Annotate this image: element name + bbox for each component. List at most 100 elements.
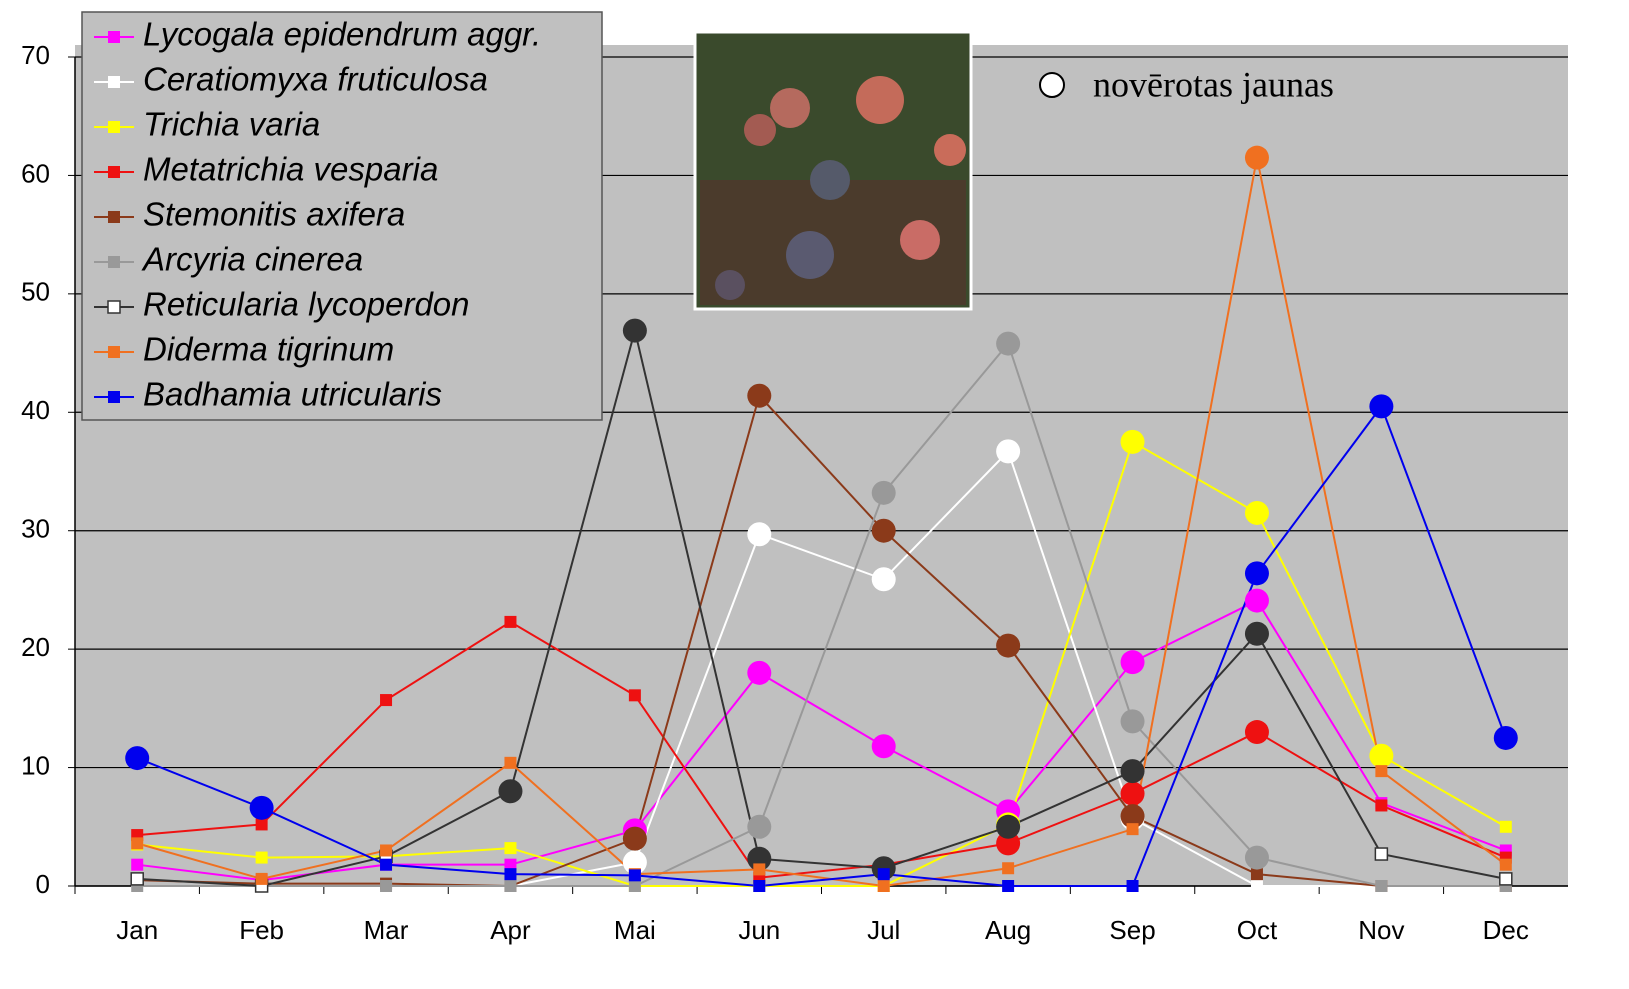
point-marker [504,880,516,892]
x-tick-label: Dec [1483,915,1529,945]
point-marker [878,868,890,880]
point-marker [1002,880,1014,892]
y-tick-label: 10 [21,750,50,780]
young-marker [1245,846,1269,870]
young-marker [125,746,149,770]
legend-label: Trichia varia [143,106,320,143]
x-tick-label: Oct [1237,915,1278,945]
legend-label: Stemonitis axifera [143,196,405,233]
young-marker [872,481,896,505]
point-marker [380,844,392,856]
young-marker [996,439,1020,463]
x-tick-label: Apr [490,915,531,945]
young-marker [623,827,647,851]
x-tick-label: Mar [364,915,409,945]
legend-label: Metatrichia vesparia [143,151,438,188]
young-marker [250,796,274,820]
legend-label: Badhamia utricularis [143,376,442,413]
point-marker [1127,823,1139,835]
young-marker [747,815,771,839]
point-marker [1002,862,1014,874]
young-marker [1369,394,1393,418]
young-marker [1369,744,1393,768]
legend-label: Ceratiomyxa fruticulosa [143,61,488,98]
young-marker [1245,146,1269,170]
young-marker [1245,561,1269,585]
young-marker [747,522,771,546]
point-marker [1500,873,1512,885]
y-tick-label: 70 [21,40,50,70]
x-tick-label: Jan [116,915,158,945]
point-marker [878,880,890,892]
x-tick-label: Feb [239,915,284,945]
young-marker [996,332,1020,356]
x-tick-label: Jul [867,915,900,945]
point-marker [1251,880,1263,892]
young-marker [498,779,522,803]
y-tick-label: 40 [21,395,50,425]
y-tick-label: 50 [21,277,50,307]
point-marker [504,616,516,628]
point-marker [753,880,765,892]
point-marker [504,842,516,854]
point-marker [629,689,641,701]
x-tick-label: Aug [985,915,1031,945]
young-marker [1121,782,1145,806]
point-marker [1500,859,1512,871]
photo [695,32,971,309]
point-marker [1500,821,1512,833]
legend-label: Reticularia lycoperdon [143,286,470,323]
young-marker [1494,726,1518,750]
legend-label: Diderma tigrinum [143,331,394,368]
point-marker [504,757,516,769]
point-marker [1375,765,1387,777]
legend-marker [108,31,120,43]
legend-label: Lycogala epidendrum aggr. [143,16,541,53]
point-marker [256,818,268,830]
young-marker [996,815,1020,839]
young-marker [1121,759,1145,783]
point-marker [629,869,641,881]
point-marker [504,868,516,880]
legend-marker [108,391,120,403]
young-marker [1121,709,1145,733]
young-marker [1121,650,1145,674]
point-marker [380,880,392,892]
young-marker [747,384,771,408]
legend-marker [108,256,120,268]
x-tick-label: Sep [1109,915,1155,945]
legend-label: Arcyria cinerea [141,241,363,278]
x-tick-label: Mai [614,915,656,945]
young-marker [872,519,896,543]
y-tick-label: 0 [36,869,50,899]
legend-marker [108,301,120,313]
young-marker [872,734,896,758]
y-tick-label: 20 [21,632,50,662]
legend-marker [108,211,120,223]
young-marker [996,634,1020,658]
x-tick-label: Nov [1358,915,1404,945]
legend-marker [108,346,120,358]
legend-marker [108,76,120,88]
annotation-marker [1040,73,1064,97]
y-tick-label: 60 [21,158,50,188]
legend-marker [108,166,120,178]
young-marker [623,319,647,343]
point-marker [131,859,143,871]
point-marker [753,863,765,875]
young-marker [1245,589,1269,613]
point-marker [1127,880,1139,892]
chart: 0 10 20 30 40 50 60 70 Jan Feb Mar Apr Mai Jun Jul Aug S… [0,0,1629,984]
point-marker [380,694,392,706]
young-marker [1121,430,1145,454]
young-marker [747,661,771,685]
point-marker [1375,848,1387,860]
legend-marker [108,121,120,133]
x-tick-label: Jun [738,915,780,945]
point-marker [131,837,143,849]
young-marker [872,567,896,591]
point-marker [256,873,268,885]
y-tick-label: 30 [21,514,50,544]
point-marker [1375,880,1387,892]
point-marker [256,852,268,864]
